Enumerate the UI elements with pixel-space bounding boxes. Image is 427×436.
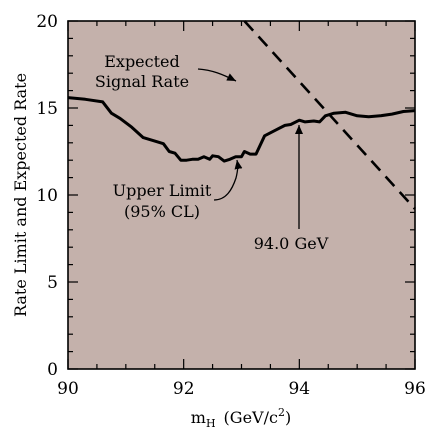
series-layer <box>67 20 416 210</box>
y-axis-label: Rate Limit and Expected Rate <box>11 73 30 317</box>
expected-signal-rate-line <box>243 20 416 210</box>
x-tick-label: 90 <box>57 379 79 399</box>
y-tick-label: 0 <box>47 360 58 380</box>
x-label-units-close: ) <box>285 408 291 427</box>
upper-limit-annotation-line2: (95% CL) <box>124 202 200 221</box>
x-label-units: (GeV/c <box>224 408 278 427</box>
y-tick-label: 15 <box>36 99 58 119</box>
upper-limit-annotation-line1: Upper Limit <box>113 181 212 200</box>
expected-signal-annotation-line1: Expected <box>104 52 180 71</box>
x-axis-label: mH (GeV/c2) <box>191 406 291 430</box>
expected-signal-annotation-line2: Signal Rate <box>95 72 189 91</box>
x-label-subscript: H <box>206 417 216 430</box>
upper-limit-line <box>67 96 416 163</box>
x-tick-label: 94 <box>288 379 310 399</box>
x-label-main: m <box>191 408 206 427</box>
x-label-units-superscript: 2 <box>278 406 285 419</box>
ticks-layer <box>67 20 416 370</box>
x-tick-label: 92 <box>173 379 195 399</box>
x-tick-label: 96 <box>404 379 426 399</box>
y-tick-label: 10 <box>36 186 58 206</box>
upper-limit-pointer <box>213 159 243 201</box>
expected-signal-pointer <box>197 68 237 82</box>
plot-area-background <box>68 21 415 369</box>
y-tick-label: 5 <box>47 273 58 293</box>
y-tick-label: 20 <box>36 12 58 32</box>
mass-limit-annotation: 94.0 GeV <box>254 234 329 253</box>
